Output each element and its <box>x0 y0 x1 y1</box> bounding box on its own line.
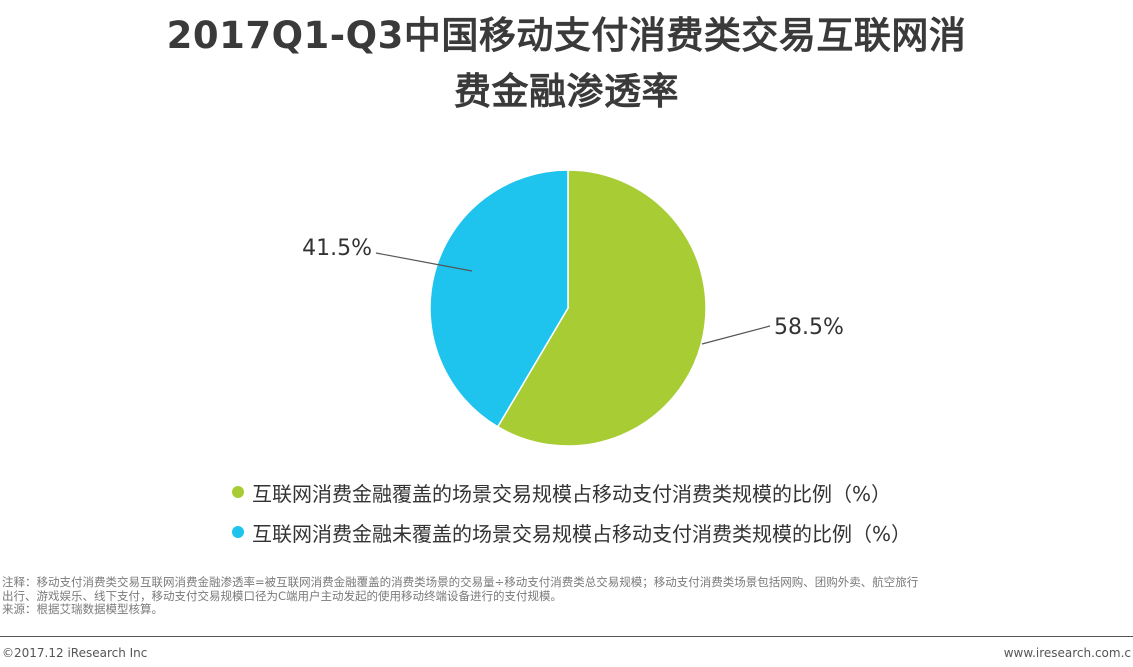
source-line: 来源：根据艾瑞数据模型核算。 <box>2 603 163 616</box>
legend-swatch-uncovered <box>232 526 244 538</box>
chart-legend: 互联网消费金融覆盖的场景交易规模占移动支付消费类规模的比例（%） 互联网消费金融… <box>232 472 911 552</box>
legend-item-uncovered: 互联网消费金融未覆盖的场景交易规模占移动支付消费类规模的比例（%） <box>232 512 911 552</box>
leader-line-covered <box>701 325 771 345</box>
chart-notes: 注释：移动支付消费类交易互联网消费金融渗透率=被互联网消费金融覆盖的消费类场景的… <box>2 576 1132 617</box>
legend-label-uncovered: 互联网消费金融未覆盖的场景交易规模占移动支付消费类规模的比例（%） <box>252 521 912 546</box>
footer-website: www.iresearch.com.c <box>1003 646 1131 660</box>
leader-line-uncovered <box>375 252 473 272</box>
footer-copyright: ©2017.12 iResearch Inc <box>2 646 148 660</box>
footer-divider <box>0 636 1133 637</box>
pie-slice-uncovered <box>429 169 569 428</box>
chart-title: 2017Q1-Q3中国移动支付消费类交易互联网消 费金融渗透率 <box>0 8 1133 120</box>
chart-title-line-2: 费金融渗透率 <box>454 70 679 113</box>
legend-label-covered: 互联网消费金融覆盖的场景交易规模占移动支付消费类规模的比例（%） <box>252 481 892 506</box>
legend-item-covered: 互联网消费金融覆盖的场景交易规模占移动支付消费类规模的比例（%） <box>232 472 911 512</box>
note-line-2: 出行、游戏娱乐、线下支付，移动支付交易规模口径为C端用户主动发起的使用移动终端设… <box>2 589 563 603</box>
data-label-covered: 58.5% <box>774 315 844 340</box>
pie-slice-covered <box>496 169 707 447</box>
chart-title-line-1: 2017Q1-Q3中国移动支付消费类交易互联网消 <box>166 14 967 57</box>
data-label-uncovered: 41.5% <box>302 236 372 261</box>
note-line-1: 注释：移动支付消费类交易互联网消费金融渗透率=被互联网消费金融覆盖的消费类场景的… <box>2 576 919 589</box>
legend-swatch-covered <box>232 486 244 498</box>
pie-chart: 58.5% 41.5% <box>302 169 844 447</box>
